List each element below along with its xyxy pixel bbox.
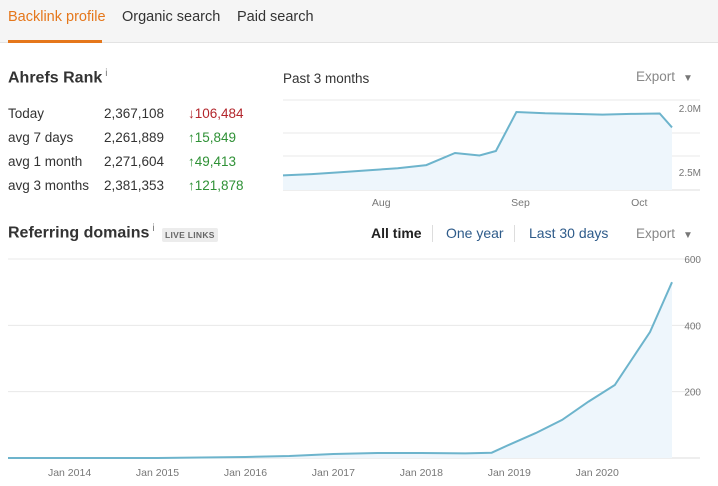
info-icon[interactable]: i — [152, 223, 155, 234]
rank-row-value: 2,271,604 — [104, 154, 165, 169]
chevron-down-icon: ▼ — [683, 73, 693, 84]
range-last-30-days-button[interactable]: Last 30 days — [529, 225, 609, 241]
y-tick-label: 400 — [684, 321, 701, 332]
x-tick-label: Aug — [372, 197, 391, 209]
rank-row-label: avg 3 months — [8, 178, 90, 193]
domains-line — [8, 281, 673, 459]
up-arrow-icon: ↑ — [188, 178, 195, 193]
x-tick-label: Jan 2020 — [576, 467, 619, 479]
rank-row-change: ↓106,484 — [188, 106, 244, 121]
range-divider — [432, 225, 433, 242]
tab-paid-search[interactable]: Paid search — [237, 9, 314, 25]
active-tab-indicator — [8, 40, 102, 43]
chevron-down-icon: ▼ — [683, 230, 693, 241]
x-tick-label: Oct — [631, 197, 647, 209]
y-tick-label: 2.5M — [679, 168, 701, 179]
y-tick-label: 2.0M — [679, 104, 701, 115]
up-arrow-icon: ↑ — [188, 154, 195, 169]
rank-row-change: ↑121,878 — [188, 178, 244, 193]
rank-row-value: 2,381,353 — [104, 178, 165, 193]
x-tick-label: Jan 2019 — [488, 467, 531, 479]
tab-backlink-profile[interactable]: Backlink profile — [8, 9, 106, 25]
range-one-year-button[interactable]: One year — [446, 225, 504, 241]
referring-export-button[interactable]: Export ▼ — [636, 226, 693, 241]
rank-line — [282, 110, 673, 177]
info-icon[interactable]: i — [105, 68, 108, 79]
range-divider — [514, 225, 515, 242]
rank-row-change: ↑49,413 — [188, 154, 237, 169]
referring-domains-title: Referring domains i — [8, 223, 155, 242]
rank-row-value: 2,367,108 — [104, 106, 165, 121]
rank-row-value: 2,261,889 — [104, 130, 165, 145]
referring-domains-title-text: Referring domains — [8, 224, 150, 242]
ahrefs-rank-title-text: Ahrefs Rank — [8, 69, 103, 87]
x-tick-label: Jan 2017 — [312, 467, 355, 479]
rank-row-label: avg 1 month — [8, 154, 83, 169]
x-tick-label: Jan 2018 — [400, 467, 443, 479]
y-tick-label: 200 — [684, 388, 701, 399]
up-arrow-icon: ↑ — [188, 130, 195, 145]
y-tick-label: 600 — [684, 255, 701, 266]
range-all-time-button[interactable]: All time — [371, 225, 422, 241]
rank-row-change: ↑15,849 — [188, 130, 237, 145]
report-tabs: Backlink profile Organic search Paid sea… — [0, 0, 718, 43]
x-tick-label: Jan 2014 — [48, 467, 91, 479]
rank-row-label: Today — [8, 106, 45, 121]
rank-row-label: avg 7 days — [8, 130, 74, 145]
tab-organic-search[interactable]: Organic search — [122, 9, 221, 25]
rank-chart-period: Past 3 months — [283, 71, 370, 86]
live-links-badge: LIVE LINKS — [162, 228, 218, 242]
domains-area — [8, 282, 672, 458]
down-arrow-icon: ↓ — [188, 106, 195, 121]
x-tick-label: Jan 2015 — [136, 467, 179, 479]
ahrefs-rank-title: Ahrefs Rank i — [8, 68, 107, 87]
x-tick-label: Sep — [511, 197, 530, 209]
rank-export-button[interactable]: Export ▼ — [636, 69, 693, 84]
x-tick-label: Jan 2016 — [224, 467, 267, 479]
rank-area — [283, 112, 672, 190]
